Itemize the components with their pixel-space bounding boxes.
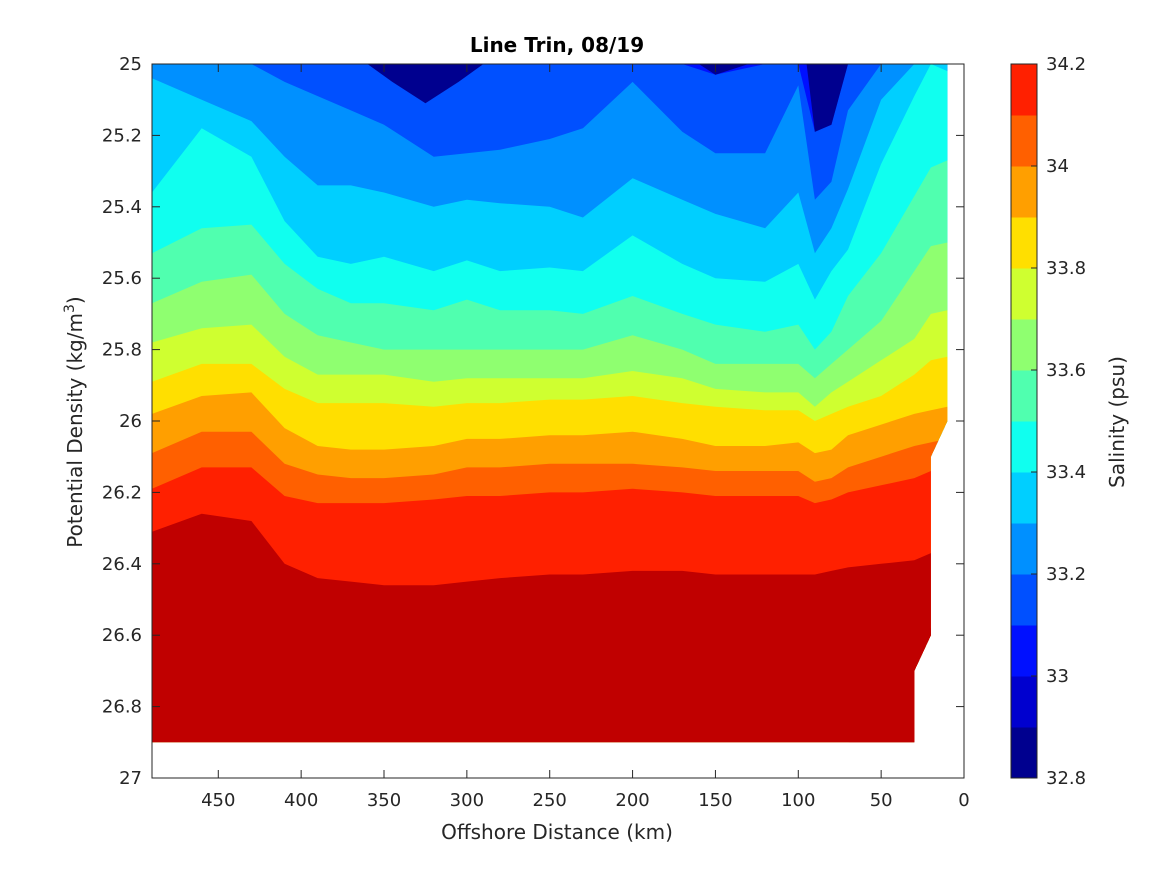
x-tick-label: 250 [533,790,567,811]
y-axis-ticks: 25 25.2 25.4 25.6 25.8 26 26.2 26.4 26.6 26.8 27 [102,54,964,789]
colorbar-tick-label: 34.2 [1046,54,1086,75]
colorbar-segment [1011,625,1037,677]
colorbar-tick-label: 33 [1046,666,1069,687]
y-axis-label: Potential Density (kg/m3) [62,296,87,547]
colorbar-segment [1011,421,1037,473]
y-tick-label: 25.6 [102,268,142,289]
colorbar-tick-label: 33.2 [1046,564,1086,585]
x-tick-label: 200 [615,790,649,811]
colorbar-tick-label: 33.6 [1046,360,1086,381]
x-tick-label: 50 [870,790,893,811]
y-tick-label: 25.8 [102,340,142,361]
contour-band-14 [152,624,948,743]
x-axis-ticks: 450 400 350 300 250 200 150 100 50 0 [201,64,970,811]
contour-patch-deep-1 [367,64,484,104]
x-axis-label: Offshore Distance (km) [441,820,673,844]
colorbar-segment [1011,370,1037,422]
colorbar-segment [1011,574,1037,626]
y-tick-label: 26 [119,411,142,432]
x-tick-label: 400 [284,790,318,811]
y-axis-label-sup: 3 [62,304,78,313]
x-tick-label: 0 [958,790,969,811]
colorbar-segment [1011,268,1037,320]
contour-fill-area [152,64,948,743]
y-tick-label: 26.2 [102,482,142,503]
colorbar-tick-label: 34 [1046,156,1069,177]
contour-patch-deep-3 [698,64,749,75]
y-axis-label-main: Potential Density (kg/m [63,313,87,548]
y-tick-label: 25.4 [102,197,142,218]
colorbar-segment [1011,727,1037,779]
x-tick-label: 450 [201,790,235,811]
colorbar-tick-label: 33.4 [1046,462,1086,483]
x-tick-label: 100 [781,790,815,811]
x-tick-label: 150 [698,790,732,811]
y-tick-label: 27 [119,768,142,789]
colorbar-segment [1011,115,1037,167]
colorbar-segment [1011,472,1037,524]
colorbar-segment [1011,64,1037,116]
colorbar-segment [1011,676,1037,728]
colorbar-segment [1011,319,1037,371]
contour-patch-deep-2 [806,64,848,132]
colorbar-segment [1011,217,1037,269]
y-axis-label-close: ) [63,296,87,304]
y-tick-label: 25.2 [102,125,142,146]
y-tick-label: 26.8 [102,697,142,718]
x-tick-label: 300 [450,790,484,811]
colorbar-segment [1011,166,1037,218]
chart-title: Line Trin, 08/19 [470,33,644,57]
colorbar-tick-label: 32.8 [1046,768,1086,789]
contour-patch-high [848,728,915,743]
y-tick-label: 26.4 [102,554,142,575]
y-tick-label: 26.6 [102,625,142,646]
colorbar: 32.8 33 33.2 33.4 33.6 33.8 34 34.2 [1010,54,1086,789]
y-tick-label: 25 [119,54,142,75]
x-tick-label: 350 [367,790,401,811]
colorbar-segment [1011,523,1037,575]
colorbar-frame [1010,63,1038,779]
colorbar-label: Salinity (psu) [1105,356,1129,488]
colorbar-tick-label: 33.8 [1046,258,1086,279]
